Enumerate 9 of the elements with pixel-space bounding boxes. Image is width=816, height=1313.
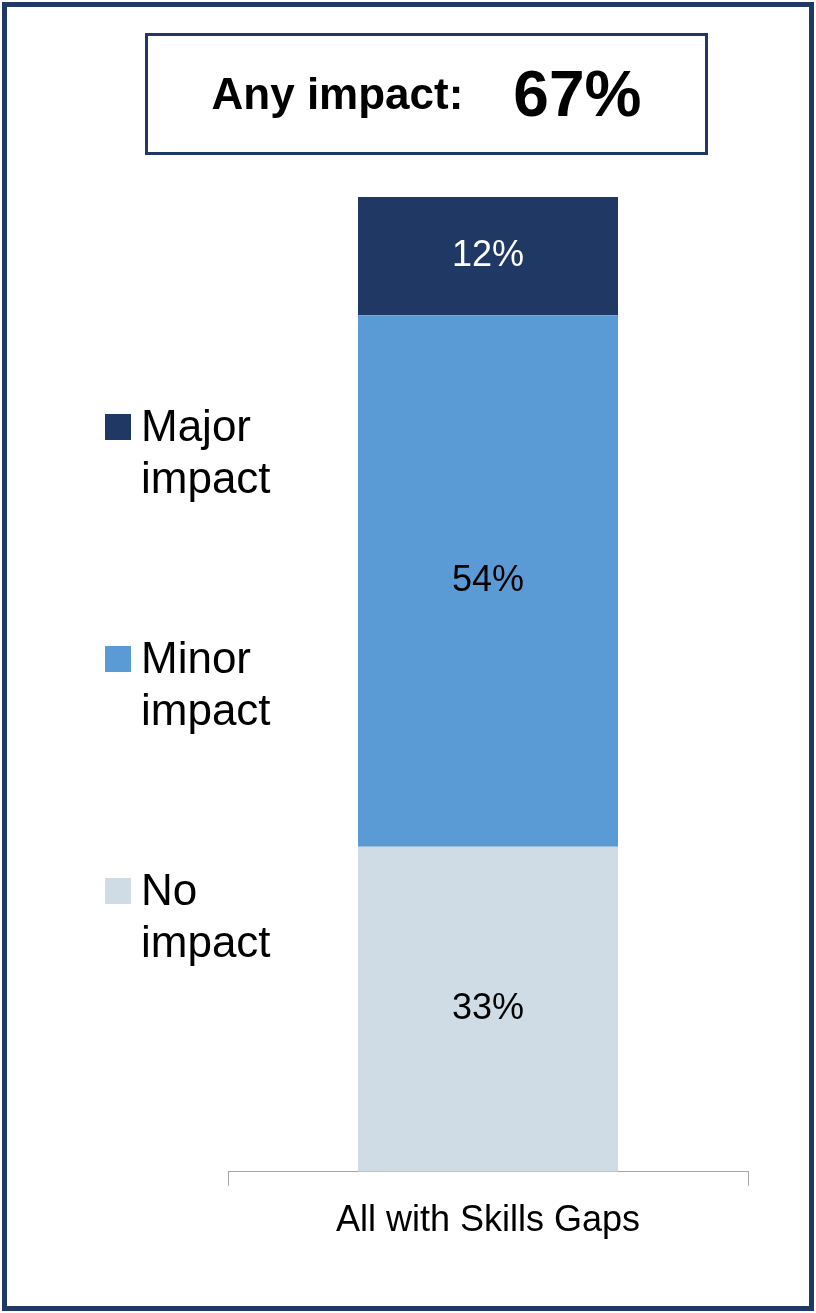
x-tick-label: All with Skills Gaps [335,1198,641,1240]
data-label: 54% [451,557,525,599]
legend-label: Major impact [141,400,272,504]
data-label: 12% [451,233,525,274]
chart-title: Any impact: [211,69,464,119]
data-label: 33% [451,986,525,1028]
legend-label: No impact [141,864,272,968]
text: 67% [513,57,642,131]
legend-label: Minor impact [141,632,272,736]
